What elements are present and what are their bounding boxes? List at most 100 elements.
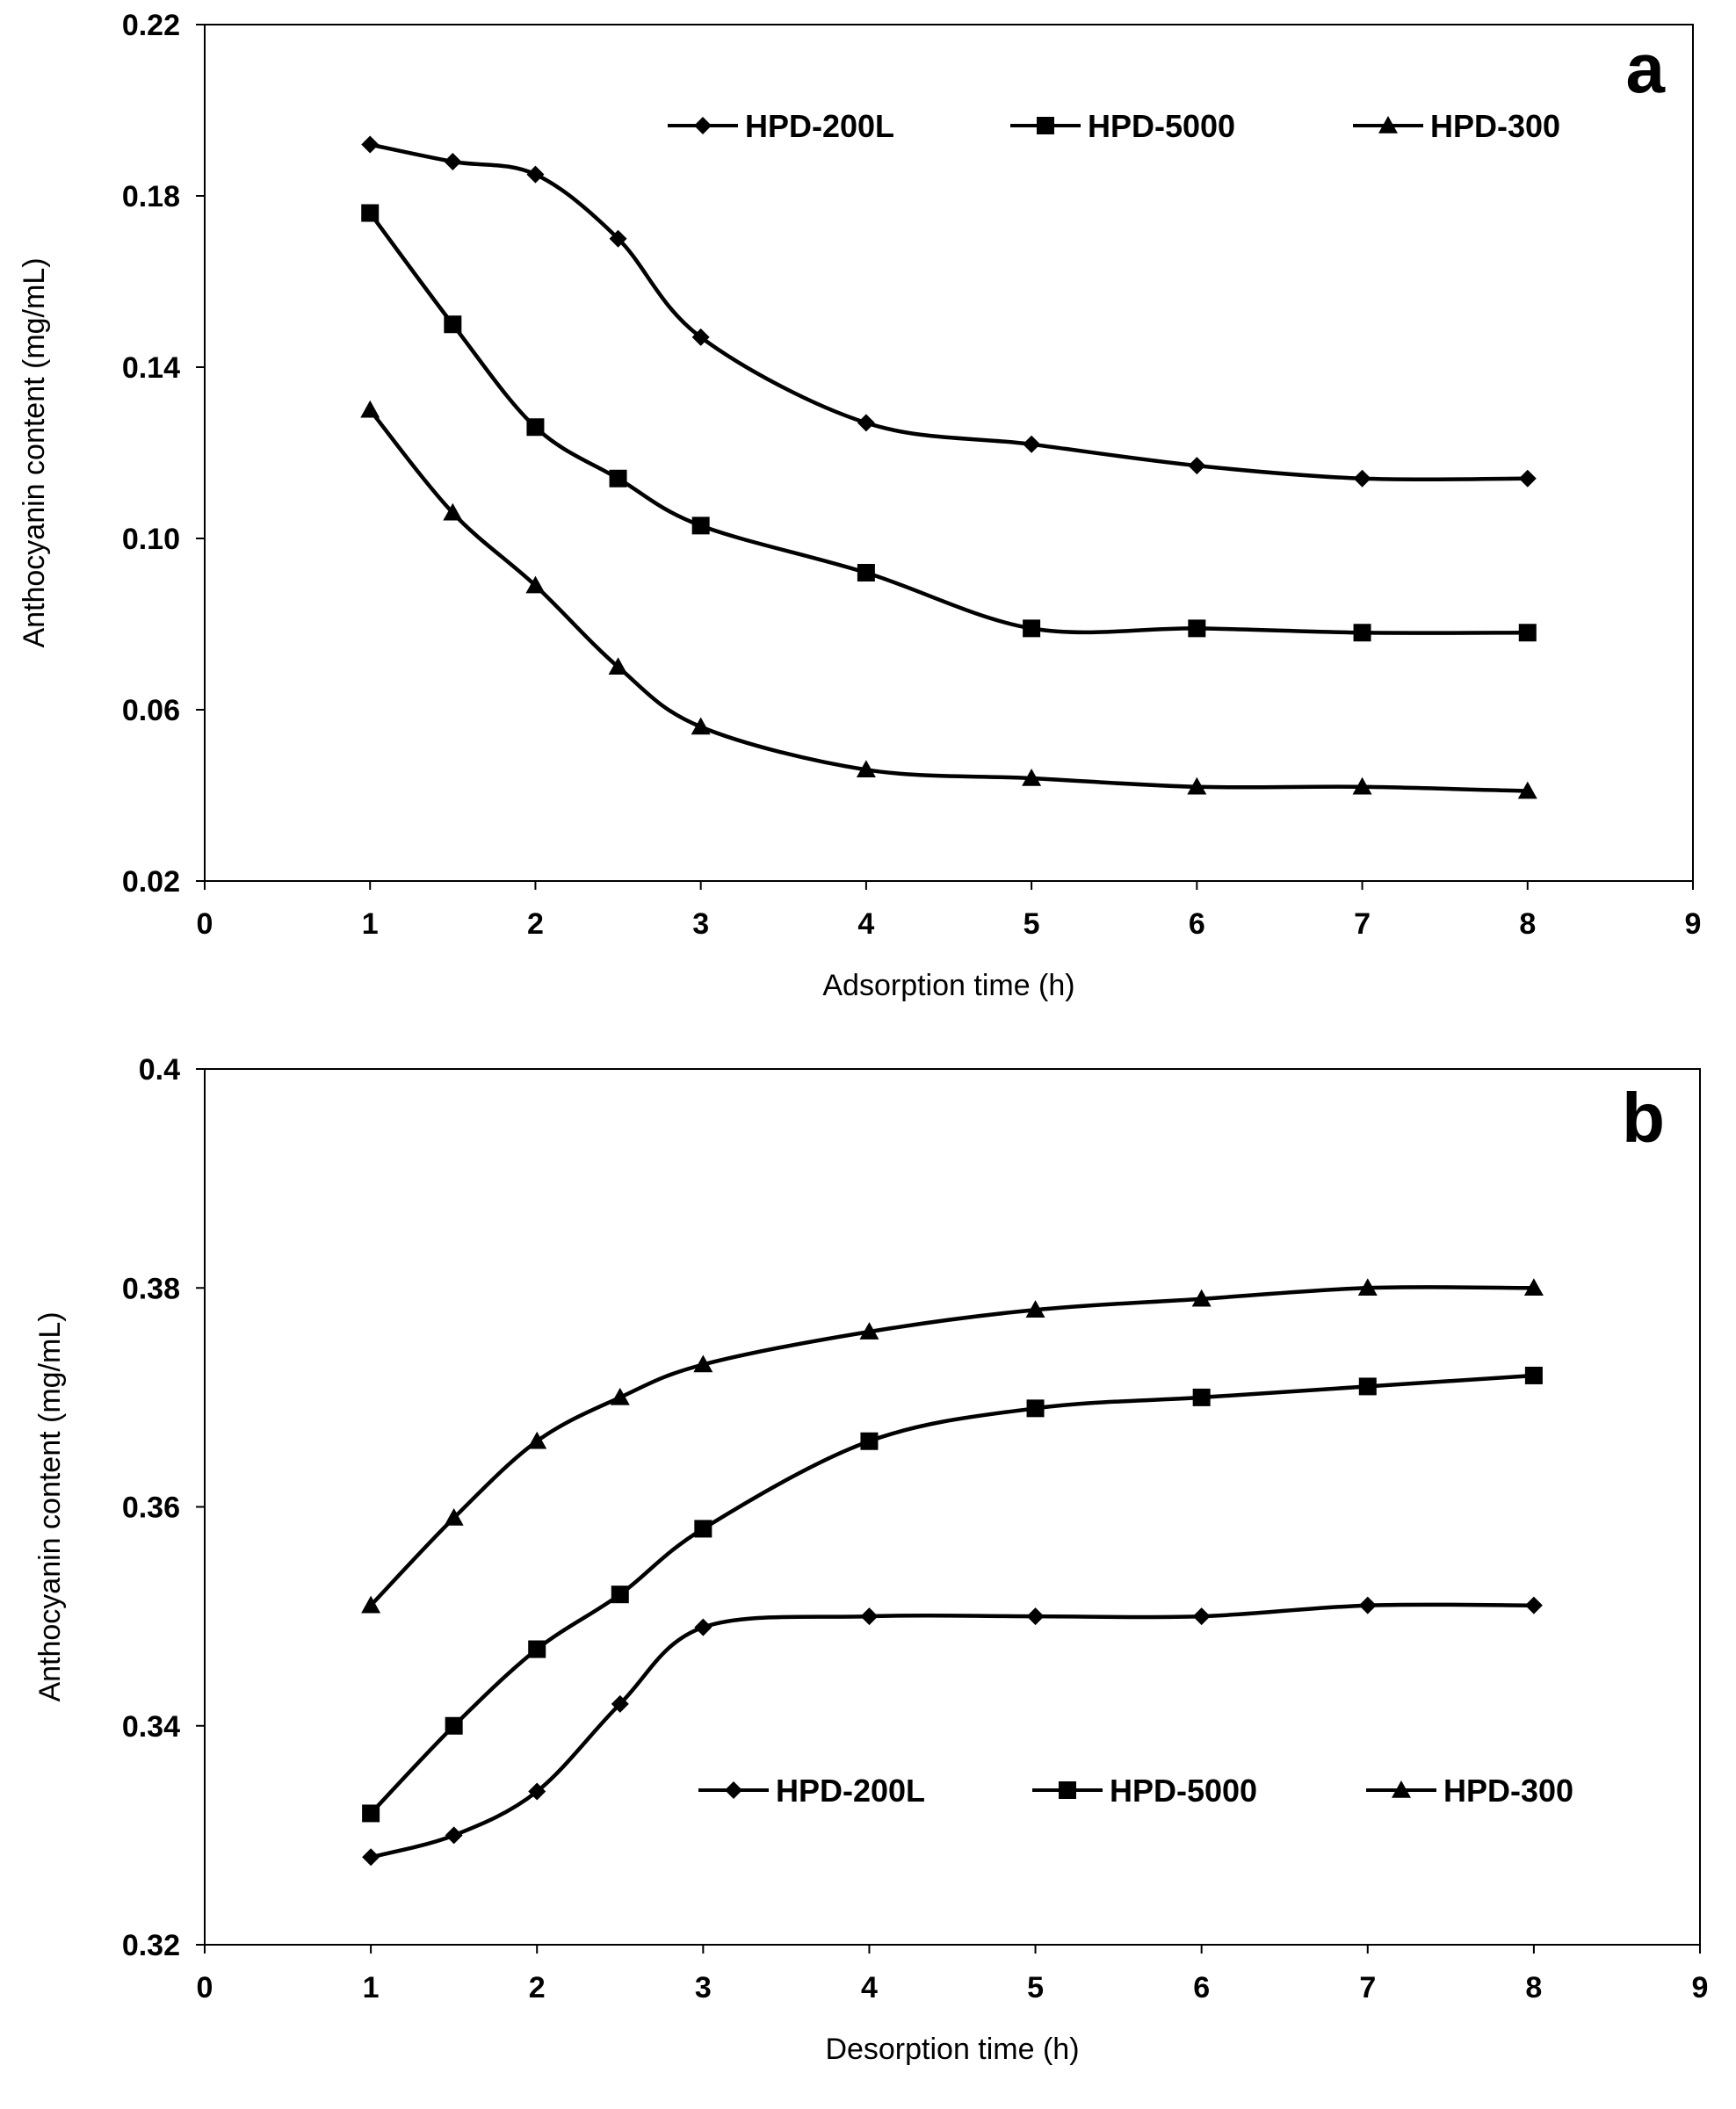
x-tick-label: 6 bbox=[1193, 1971, 1210, 2004]
data-point-square bbox=[857, 564, 875, 581]
legend-marker-square bbox=[1059, 1781, 1076, 1799]
data-point-square bbox=[362, 1804, 380, 1823]
x-tick-label: 5 bbox=[1027, 1971, 1044, 2004]
x-tick-label: 9 bbox=[1692, 1971, 1709, 2004]
data-point-diamond bbox=[1023, 435, 1041, 453]
data-point-square bbox=[528, 1640, 546, 1658]
data-point-diamond bbox=[362, 1848, 380, 1867]
series-hpd-5000 bbox=[361, 204, 1537, 642]
legend-item: HPD-200L bbox=[698, 1773, 925, 1809]
data-point-diamond bbox=[694, 1618, 712, 1636]
data-point-square bbox=[1353, 624, 1371, 642]
data-point-triangle bbox=[1523, 1278, 1544, 1296]
y-tick-label: 0.02 bbox=[122, 865, 180, 899]
x-tick-label: 9 bbox=[1685, 907, 1702, 941]
data-point-square bbox=[361, 204, 380, 222]
plot-frame bbox=[204, 24, 1694, 882]
data-point-square bbox=[1192, 1388, 1211, 1406]
x-tick-label: 3 bbox=[695, 1971, 712, 2004]
legend-marker-diamond bbox=[694, 117, 712, 134]
x-tick-label: 7 bbox=[1354, 907, 1371, 941]
data-point-triangle bbox=[1517, 781, 1537, 799]
data-point-diamond bbox=[1524, 1596, 1543, 1614]
legend-label: HPD-200L bbox=[776, 1773, 925, 1809]
data-point-square bbox=[691, 516, 710, 535]
panel-label: b bbox=[1622, 1079, 1665, 1157]
data-point-square bbox=[1524, 1366, 1543, 1384]
data-point-triangle bbox=[1025, 1300, 1045, 1318]
legend-item: HPD-300 bbox=[1353, 108, 1560, 144]
data-point-square bbox=[1358, 1377, 1377, 1396]
data-point-square bbox=[1023, 619, 1041, 638]
data-point-diamond bbox=[611, 1694, 629, 1713]
y-tick-label: 0.18 bbox=[122, 180, 180, 213]
data-point-triangle bbox=[608, 657, 628, 675]
series-hpd-200l bbox=[361, 135, 1537, 488]
data-point-triangle bbox=[859, 1322, 879, 1340]
legend: HPD-200L HPD-5000 HPD-300 bbox=[698, 1773, 1573, 1809]
x-axis-title: Adsorption time (h) bbox=[822, 969, 1074, 1002]
data-point-square bbox=[1026, 1399, 1045, 1418]
data-point-triangle bbox=[1191, 1289, 1212, 1307]
data-point-square bbox=[860, 1432, 879, 1450]
x-tick-label: 8 bbox=[1519, 907, 1536, 941]
y-tick-label: 0.34 bbox=[122, 1710, 180, 1744]
series-line bbox=[368, 1285, 1537, 1607]
legend-item: HPD-5000 bbox=[1032, 1773, 1257, 1809]
data-point-triangle bbox=[693, 1354, 713, 1373]
series-line bbox=[367, 408, 1530, 793]
series-hpd-300 bbox=[361, 1278, 1544, 1614]
data-point-triangle bbox=[610, 1387, 630, 1405]
data-point-square bbox=[444, 315, 462, 334]
legend-label: HPD-5000 bbox=[1088, 108, 1235, 144]
data-point-diamond bbox=[1026, 1607, 1045, 1626]
data-point-diamond bbox=[361, 135, 380, 154]
data-point-square bbox=[445, 1716, 463, 1735]
data-point-diamond bbox=[857, 414, 875, 432]
data-point-square bbox=[611, 1585, 629, 1604]
x-tick-label: 2 bbox=[527, 907, 544, 941]
legend-item: HPD-300 bbox=[1366, 1773, 1573, 1809]
data-point-diamond bbox=[609, 229, 627, 248]
series-hpd-5000 bbox=[362, 1366, 1543, 1823]
legend-label: HPD-300 bbox=[1430, 108, 1560, 144]
x-tick-label: 4 bbox=[857, 907, 874, 941]
y-tick-label: 0.4 bbox=[139, 1053, 180, 1087]
panel-a: 0.02 0.06 0.10 0.14 0.18 0.22 0 1 2 3 4 5 6 7 8 9 Adsorp… bbox=[18, 9, 1701, 1002]
data-point-triangle bbox=[691, 717, 711, 735]
legend-marker-diamond bbox=[725, 1781, 742, 1799]
y-axis-title: Anthocyanin content (mg/mL) bbox=[18, 257, 51, 647]
legend-label: HPD-200L bbox=[745, 108, 894, 144]
data-point-triangle bbox=[856, 760, 876, 778]
data-point-triangle bbox=[444, 1507, 464, 1526]
y-tick-label: 0.32 bbox=[122, 1929, 180, 1962]
x-tick-label: 1 bbox=[362, 907, 379, 941]
series-hpd-200l bbox=[362, 1596, 1543, 1867]
series-line bbox=[367, 211, 1530, 635]
x-tick-label: 4 bbox=[861, 1971, 878, 2004]
legend: HPD-200L HPD-5000 HPD-300 bbox=[668, 108, 1560, 144]
y-tick-label: 0.14 bbox=[122, 351, 180, 385]
data-point-triangle bbox=[1357, 1278, 1378, 1296]
data-point-diamond bbox=[691, 328, 710, 346]
x-tick-label: 7 bbox=[1359, 1971, 1376, 2004]
data-point-triangle bbox=[1022, 769, 1042, 786]
y-tick-label: 0.10 bbox=[122, 523, 180, 556]
y-tick-label: 0.38 bbox=[122, 1272, 180, 1305]
data-point-diamond bbox=[528, 1782, 546, 1801]
data-point-diamond bbox=[445, 1826, 463, 1845]
data-point-triangle bbox=[1187, 776, 1207, 795]
y-axis-title: Anthocyanin content (mg/mL) bbox=[33, 1311, 67, 1701]
data-point-triangle bbox=[1352, 776, 1372, 795]
x-tick-label: 5 bbox=[1024, 907, 1040, 941]
x-tick-label: 0 bbox=[197, 1971, 213, 2004]
data-point-triangle bbox=[360, 400, 380, 418]
series-hpd-300 bbox=[360, 400, 1537, 799]
legend-marker-triangle bbox=[1378, 116, 1398, 134]
legend-marker-triangle bbox=[1392, 1780, 1411, 1798]
data-point-diamond bbox=[860, 1607, 879, 1626]
data-point-diamond bbox=[1188, 457, 1206, 475]
data-point-square bbox=[526, 418, 545, 437]
